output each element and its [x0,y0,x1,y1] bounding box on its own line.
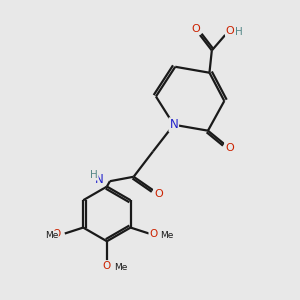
Text: N: N [94,173,103,186]
Text: N: N [169,118,178,131]
Text: O: O [149,230,158,239]
Text: H: H [235,27,243,37]
Text: O: O [191,24,200,34]
Text: Me: Me [114,262,127,272]
Text: O: O [154,189,163,199]
Text: H: H [90,170,98,180]
Text: Me: Me [45,231,58,240]
Text: O: O [225,142,234,153]
Text: O: O [226,26,235,36]
Text: Me: Me [160,231,174,240]
Text: O: O [52,230,60,239]
Text: O: O [103,261,111,271]
